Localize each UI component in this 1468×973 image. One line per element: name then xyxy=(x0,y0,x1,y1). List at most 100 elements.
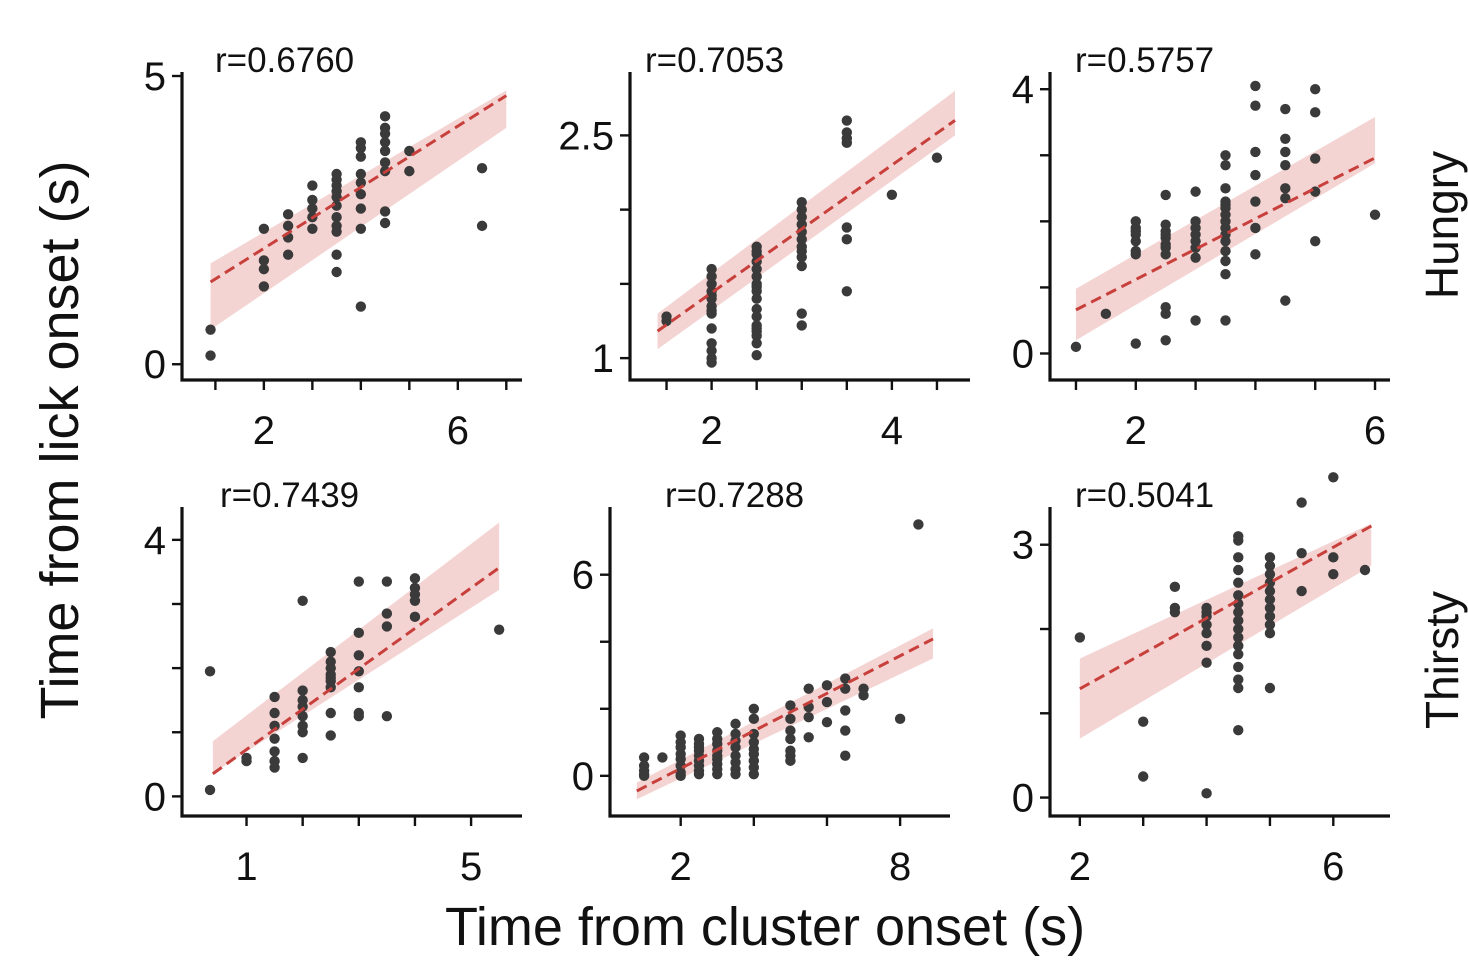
data-point xyxy=(661,315,672,327)
data-point xyxy=(1138,716,1149,727)
data-point xyxy=(1220,183,1231,194)
data-point xyxy=(476,220,488,232)
x-tick-label: 2 xyxy=(670,845,692,889)
data-point xyxy=(353,650,365,661)
data-point xyxy=(1074,632,1086,643)
data-point xyxy=(796,260,807,272)
correlation-label: r=0.5041 xyxy=(1075,476,1214,515)
data-point xyxy=(1328,552,1339,563)
data-point xyxy=(1233,564,1244,576)
data-point xyxy=(1220,159,1231,171)
data-point xyxy=(1190,315,1201,326)
data-point xyxy=(1233,649,1244,660)
data-point xyxy=(706,290,717,301)
axis-lines xyxy=(608,507,950,818)
data-point xyxy=(297,711,308,722)
data-point xyxy=(1190,252,1201,263)
data-point xyxy=(1130,338,1141,349)
data-point xyxy=(282,209,294,220)
data-point xyxy=(796,204,807,215)
data-point xyxy=(748,713,760,725)
data-point xyxy=(1220,245,1231,257)
data-point xyxy=(751,330,762,342)
data-point xyxy=(1310,84,1321,95)
data-point xyxy=(1130,235,1141,247)
data-point xyxy=(821,696,833,708)
data-point xyxy=(204,666,216,677)
data-point xyxy=(353,711,365,722)
data-point xyxy=(751,271,762,282)
data-point xyxy=(381,621,393,632)
y-tick-label: 0 xyxy=(1012,777,1034,821)
data-point xyxy=(409,573,421,584)
data-point xyxy=(821,680,833,691)
y-axis-label: Time from lick onset (s) xyxy=(30,160,90,719)
data-point xyxy=(1220,150,1231,161)
data-point xyxy=(205,324,216,335)
data-point xyxy=(1220,315,1231,326)
axis-lines xyxy=(1048,72,1390,382)
data-point xyxy=(258,263,270,275)
data-point xyxy=(258,223,270,234)
data-point xyxy=(307,203,318,214)
data-point xyxy=(1264,569,1276,580)
data-point xyxy=(913,519,924,530)
data-point xyxy=(796,308,807,319)
data-point xyxy=(675,770,686,782)
data-point xyxy=(331,191,342,203)
data-point xyxy=(730,718,741,730)
data-point xyxy=(379,137,391,148)
data-point xyxy=(803,732,814,743)
data-point xyxy=(1201,640,1212,652)
data-point xyxy=(706,263,717,275)
y-tick-label: 2.5 xyxy=(558,114,614,158)
data-point xyxy=(751,263,762,275)
data-point xyxy=(282,220,294,232)
data-point xyxy=(331,266,342,278)
y-tick-label: 0 xyxy=(144,775,166,819)
scatter-panel-5: 2 8 0 6 r=0.7288 xyxy=(572,476,950,889)
data-point xyxy=(706,278,717,290)
data-point xyxy=(1233,615,1244,626)
data-point xyxy=(751,286,762,297)
data-point xyxy=(785,755,796,766)
x-tick-label: 6 xyxy=(1364,409,1386,453)
data-point xyxy=(796,320,807,331)
data-point xyxy=(1280,133,1291,144)
data-point xyxy=(796,251,807,263)
data-point xyxy=(297,727,308,738)
fit-line xyxy=(636,637,934,793)
data-point xyxy=(803,711,814,723)
data-point xyxy=(1070,341,1082,353)
data-point xyxy=(886,189,898,200)
y-tick-label: 0 xyxy=(572,755,594,799)
data-point xyxy=(796,197,807,208)
data-point xyxy=(1233,682,1244,694)
panels-group: 2 6 0 5 r=0.6760 2 4 1 2.5 r=0.7053 2 6 0 4 r=0.5757 1 5… xyxy=(144,41,1390,889)
data-point xyxy=(706,305,717,316)
scatter-panel-2: 2 4 1 2.5 r=0.7053 xyxy=(558,41,970,453)
data-point xyxy=(1280,103,1291,115)
data-point xyxy=(730,742,741,753)
data-point xyxy=(693,768,705,780)
data-point xyxy=(1250,249,1261,260)
fit-line xyxy=(209,94,508,284)
data-point xyxy=(751,248,762,260)
y-tick-label: 6 xyxy=(572,554,594,598)
data-point xyxy=(381,711,393,722)
scatter-panel-3: 2 6 0 4 r=0.5757 xyxy=(1012,41,1390,453)
data-point xyxy=(748,768,760,780)
data-point xyxy=(355,151,367,162)
data-point xyxy=(1310,153,1321,164)
axis-lines xyxy=(180,507,522,818)
x-tick-label: 5 xyxy=(460,845,482,889)
data-point xyxy=(1296,497,1307,508)
data-point xyxy=(1233,606,1244,618)
data-point xyxy=(638,752,650,763)
data-point xyxy=(1201,619,1212,630)
data-point xyxy=(1169,606,1181,618)
data-point xyxy=(325,730,336,741)
data-point xyxy=(840,750,851,761)
data-point xyxy=(1264,560,1276,571)
